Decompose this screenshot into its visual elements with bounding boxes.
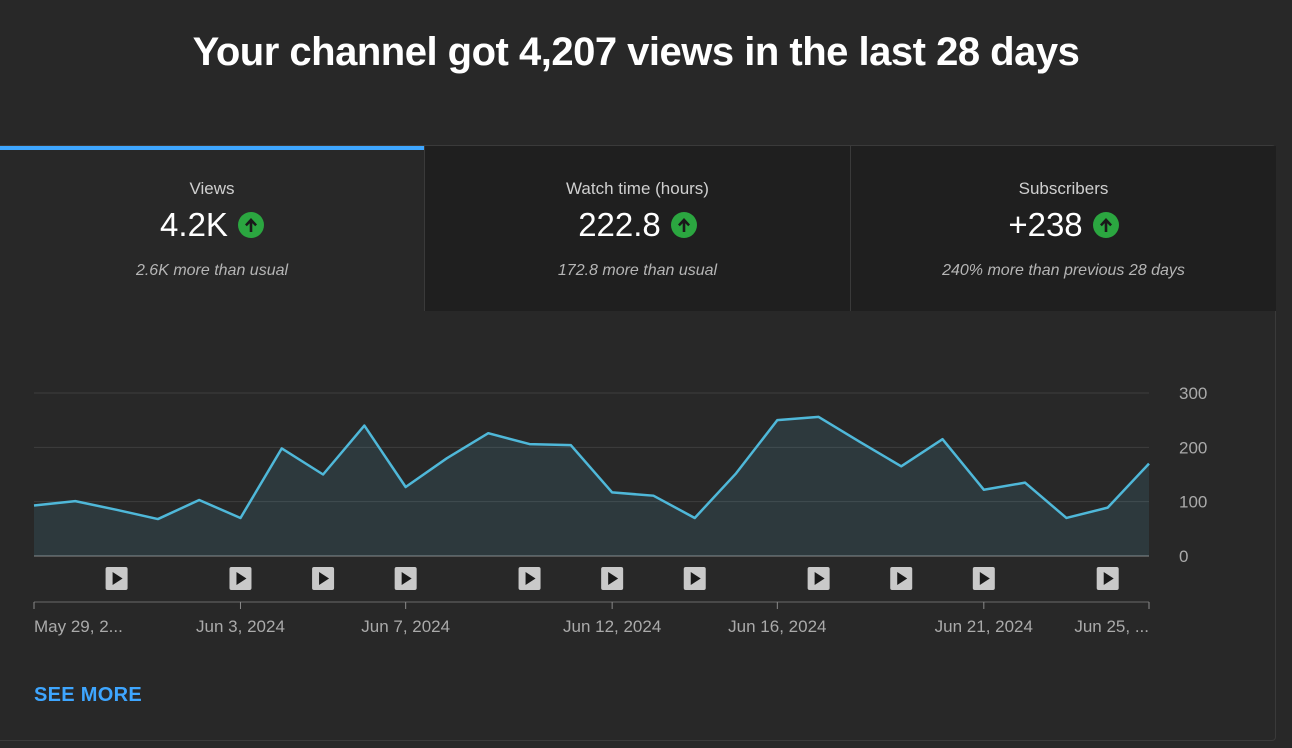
metric-tabs: Views 4.2K 2.6K more than usual Watch ti…: [0, 146, 1276, 311]
x-tick-label: Jun 25, ...: [1074, 617, 1149, 636]
video-play-icon[interactable]: [518, 567, 541, 590]
tab-views[interactable]: Views 4.2K 2.6K more than usual: [0, 146, 424, 311]
data-point: [115, 508, 118, 511]
see-more-link[interactable]: SEE MORE: [34, 684, 142, 706]
arrow-up-icon: [237, 212, 264, 238]
page-title: Your channel got 4,207 views in the last…: [192, 30, 1080, 74]
data-point: [156, 518, 159, 521]
video-play-icon[interactable]: [683, 567, 706, 590]
data-point: [239, 516, 242, 519]
x-tick-label: Jun 16, 2024: [728, 617, 826, 636]
tab-note: 2.6K more than usual: [135, 262, 289, 279]
video-play-icon[interactable]: [1096, 567, 1119, 590]
x-tick-label: Jun 12, 2024: [563, 617, 661, 636]
video-play-icon[interactable]: [312, 567, 335, 590]
data-point: [982, 488, 985, 491]
data-point: [33, 504, 36, 507]
tab-value: 222.8: [578, 206, 661, 243]
data-point: [858, 440, 861, 443]
y-tick-label: 300: [1179, 384, 1207, 403]
data-point: [1106, 506, 1109, 509]
tab-watch-time[interactable]: Watch time (hours) 222.8 172.8 more than…: [424, 146, 850, 311]
x-tick-label: May 29, 2...: [34, 617, 123, 636]
video-play-icon[interactable]: [972, 567, 995, 590]
data-point: [900, 465, 903, 468]
data-point: [363, 424, 366, 427]
tab-subscribers[interactable]: Subscribers +238 240% more than previous…: [850, 146, 1276, 311]
data-point: [735, 472, 738, 475]
data-point: [404, 485, 407, 488]
data-point: [817, 415, 820, 418]
tab-note: 172.8 more than usual: [557, 262, 718, 279]
data-point: [569, 444, 572, 447]
video-play-icon[interactable]: [890, 567, 913, 590]
data-point: [652, 494, 655, 497]
arrow-up-icon: [1092, 212, 1119, 238]
data-point: [445, 457, 448, 460]
video-play-icon[interactable]: [229, 567, 252, 590]
tab-value: 4.2K: [160, 206, 228, 243]
data-point: [776, 419, 779, 422]
x-tick-label: Jun 7, 2024: [361, 617, 450, 636]
data-point: [1065, 516, 1068, 519]
data-point: [198, 499, 201, 502]
x-tick-label: Jun 3, 2024: [196, 617, 285, 636]
y-tick-label: 100: [1179, 493, 1207, 512]
data-point: [322, 473, 325, 476]
tab-label: Subscribers: [1018, 179, 1109, 198]
y-tick-label: 200: [1179, 438, 1207, 457]
views-area: [34, 416, 1149, 556]
data-point: [941, 438, 944, 441]
arrow-up-icon: [670, 212, 697, 238]
data-point: [1148, 462, 1151, 465]
tab-note: 240% more than previous 28 days: [942, 262, 1185, 279]
data-point: [1024, 481, 1027, 484]
tab-label: Views: [189, 179, 235, 198]
views-line: [33, 415, 1150, 521]
y-tick-label: 0: [1179, 547, 1188, 566]
data-point: [487, 432, 490, 435]
x-tick-label: Jun 21, 2024: [935, 617, 1033, 636]
data-point: [693, 516, 696, 519]
video-play-icon[interactable]: [394, 567, 417, 590]
data-point: [74, 500, 77, 503]
data-point: [528, 443, 531, 446]
data-point: [611, 491, 614, 494]
tab-value: +238: [1008, 206, 1083, 243]
video-play-icon[interactable]: [807, 567, 830, 590]
video-play-icon[interactable]: [601, 567, 624, 590]
tab-label: Watch time (hours): [566, 179, 709, 198]
data-point: [280, 447, 283, 450]
video-play-icon[interactable]: [105, 567, 128, 590]
analytics-card: Views 4.2K 2.6K more than usual Watch ti…: [0, 145, 1276, 741]
active-tab-indicator: [0, 146, 424, 150]
